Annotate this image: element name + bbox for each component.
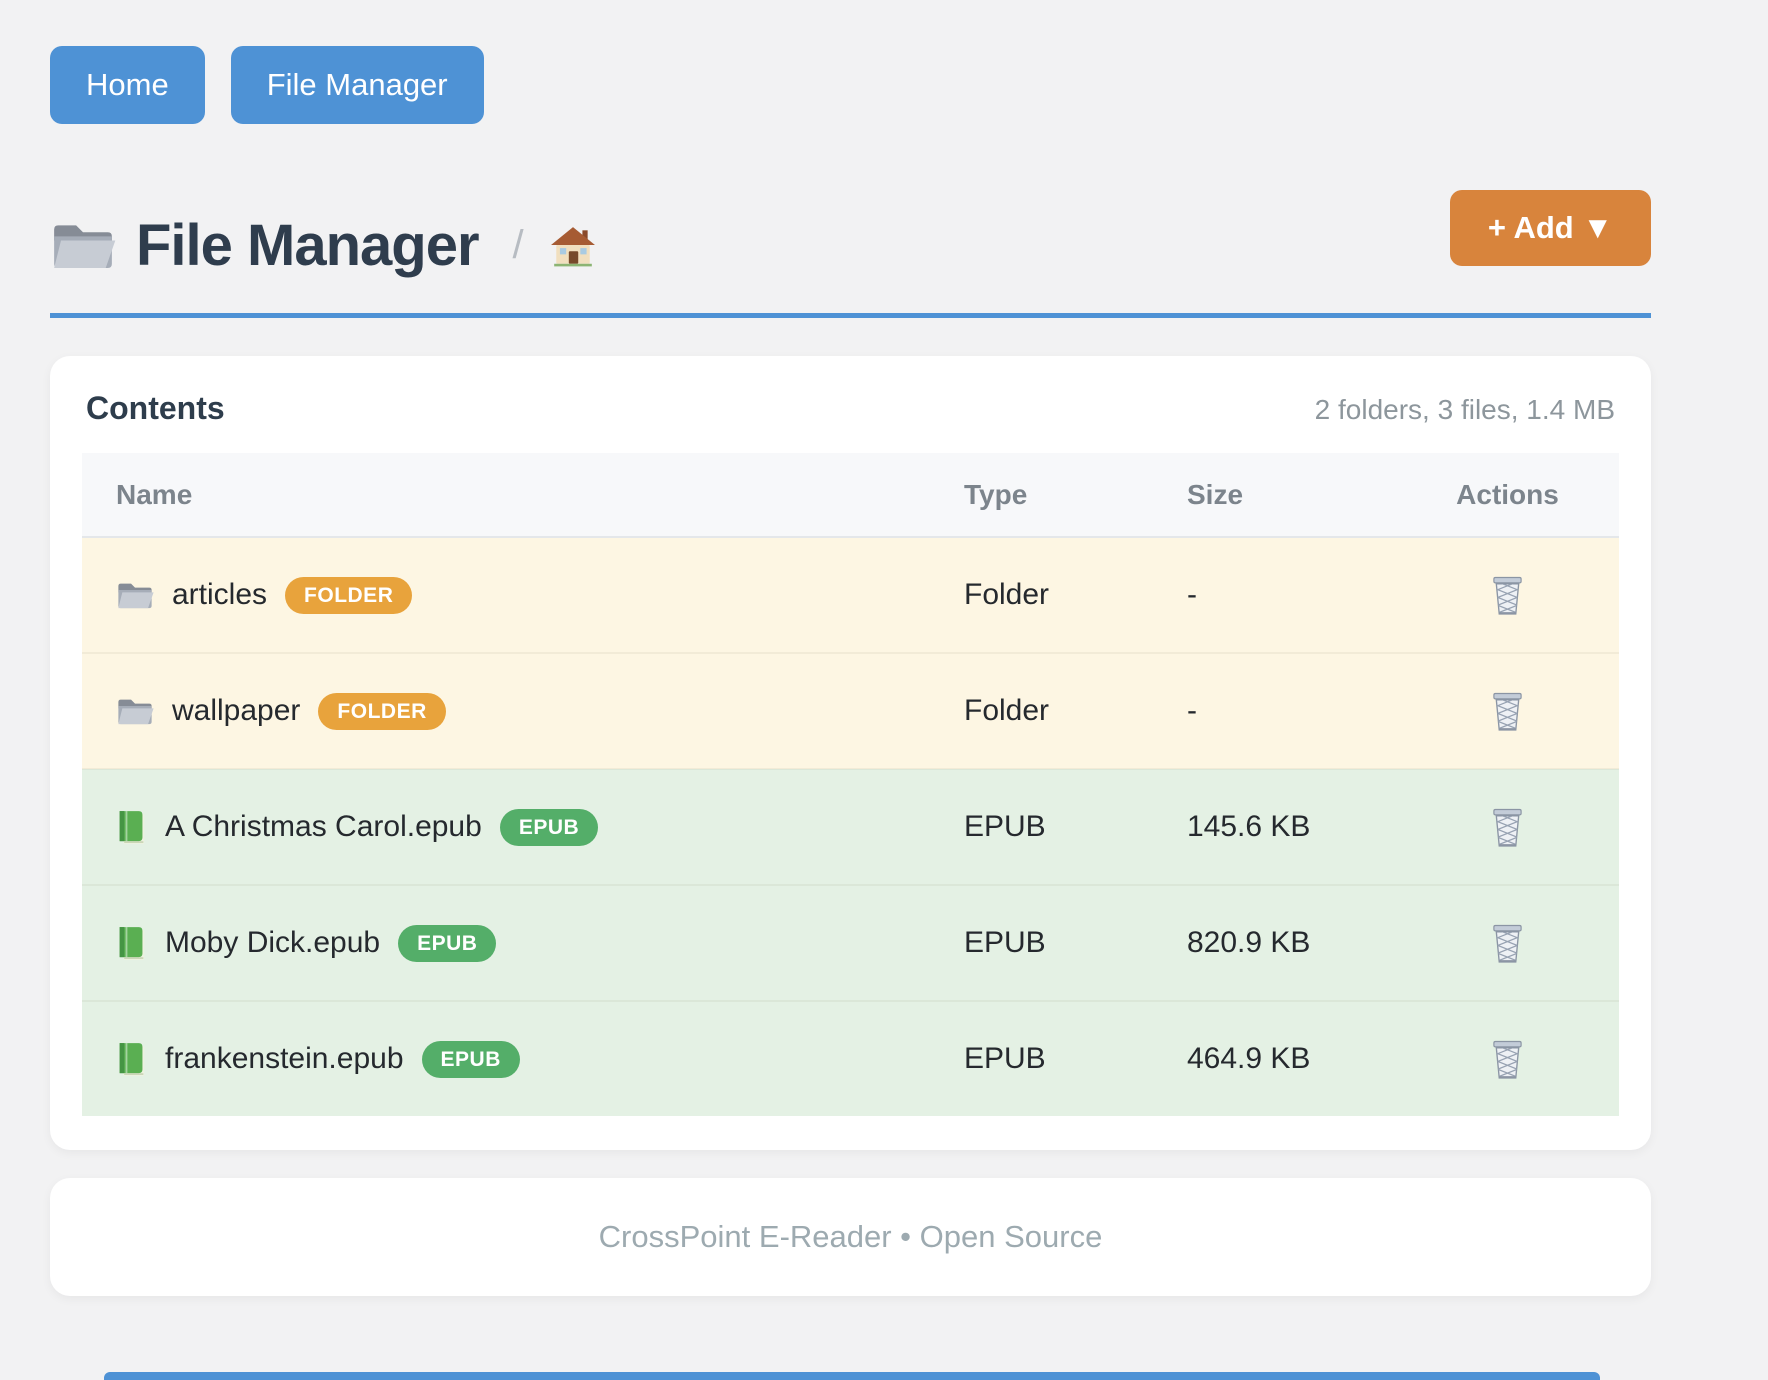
type-cell: Folder bbox=[950, 537, 1173, 653]
size-cell: 145.6 KB bbox=[1173, 768, 1396, 885]
column-header-actions: Actions bbox=[1396, 453, 1619, 538]
column-header-name: Name bbox=[82, 453, 950, 538]
page-content: Home File Manager File Manager / + Add ▼… bbox=[50, 0, 1651, 1296]
delete-button[interactable] bbox=[1490, 922, 1525, 965]
type-cell: Folder bbox=[950, 652, 1173, 769]
home-button[interactable]: Home bbox=[50, 46, 205, 124]
top-nav: Home File Manager bbox=[50, 0, 1651, 124]
column-header-type: Type bbox=[950, 453, 1173, 538]
breadcrumb-separator: / bbox=[512, 223, 524, 267]
footer-text: CrossPoint E-Reader • Open Source bbox=[598, 1219, 1103, 1254]
green-book-icon bbox=[116, 1041, 147, 1078]
size-cell: - bbox=[1173, 537, 1396, 653]
type-cell: EPUB bbox=[950, 768, 1173, 885]
folder-badge: FOLDER bbox=[285, 576, 413, 614]
table-row-articles[interactable]: articles FOLDER Folder - bbox=[82, 537, 1619, 653]
table-header-row: Name Type Size Actions bbox=[82, 453, 1619, 538]
footer-card: CrossPoint E-Reader • Open Source bbox=[50, 1178, 1651, 1296]
green-book-icon bbox=[116, 809, 147, 846]
folder-badge: FOLDER bbox=[318, 692, 446, 730]
header-divider bbox=[50, 313, 1651, 318]
epub-badge: EPUB bbox=[499, 808, 599, 846]
green-book-icon bbox=[116, 925, 147, 962]
title-group: File Manager / bbox=[50, 212, 596, 279]
delete-button[interactable] bbox=[1490, 574, 1525, 617]
epub-badge: EPUB bbox=[398, 924, 497, 962]
page-title: File Manager bbox=[136, 213, 480, 278]
file-manager-button[interactable]: File Manager bbox=[230, 46, 484, 124]
size-cell: - bbox=[1173, 652, 1396, 769]
epub-badge: EPUB bbox=[421, 1040, 520, 1078]
file-name: frankenstein.epub bbox=[165, 1042, 404, 1075]
size-cell: 820.9 KB bbox=[1173, 884, 1396, 1001]
file-name: articles bbox=[172, 578, 268, 611]
table-row-moby-dick[interactable]: Moby Dick.epub EPUB EPUB 820.9 KB bbox=[82, 884, 1619, 1001]
type-cell: EPUB bbox=[950, 884, 1173, 1001]
table-row-christmas-carol[interactable]: A Christmas Carol.epub EPUB EPUB 145.6 K… bbox=[82, 768, 1619, 885]
delete-button[interactable] bbox=[1490, 1038, 1525, 1081]
size-cell: 464.9 KB bbox=[1173, 1000, 1396, 1116]
contents-title: Contents bbox=[86, 390, 225, 426]
file-name: wallpaper bbox=[172, 694, 301, 727]
page-header: File Manager / + Add ▼ bbox=[50, 190, 1651, 279]
file-name: Moby Dick.epub bbox=[165, 926, 381, 959]
files-table: Name Type Size Actions articles FOLDER F… bbox=[82, 453, 1619, 1116]
contents-card-header: Contents 2 folders, 3 files, 1.4 MB bbox=[82, 390, 1619, 427]
bottom-edge-strip bbox=[104, 1372, 1600, 1380]
contents-summary: 2 folders, 3 files, 1.4 MB bbox=[1314, 394, 1615, 425]
file-name: A Christmas Carol.epub bbox=[165, 810, 482, 843]
type-cell: EPUB bbox=[950, 1000, 1173, 1116]
table-row-wallpaper[interactable]: wallpaper FOLDER Folder - bbox=[82, 652, 1619, 769]
add-button[interactable]: + Add ▼ bbox=[1449, 190, 1651, 266]
table-row-frankenstein[interactable]: frankenstein.epub EPUB EPUB 464.9 KB bbox=[82, 1000, 1619, 1116]
delete-button[interactable] bbox=[1490, 806, 1525, 849]
contents-card: Contents 2 folders, 3 files, 1.4 MB Name… bbox=[50, 356, 1651, 1150]
folder-icon bbox=[116, 579, 154, 612]
delete-button[interactable] bbox=[1490, 690, 1525, 733]
home-breadcrumb-icon[interactable] bbox=[550, 225, 596, 267]
column-header-size: Size bbox=[1173, 453, 1396, 538]
folder-icon bbox=[116, 695, 154, 728]
folder-icon bbox=[50, 218, 116, 274]
